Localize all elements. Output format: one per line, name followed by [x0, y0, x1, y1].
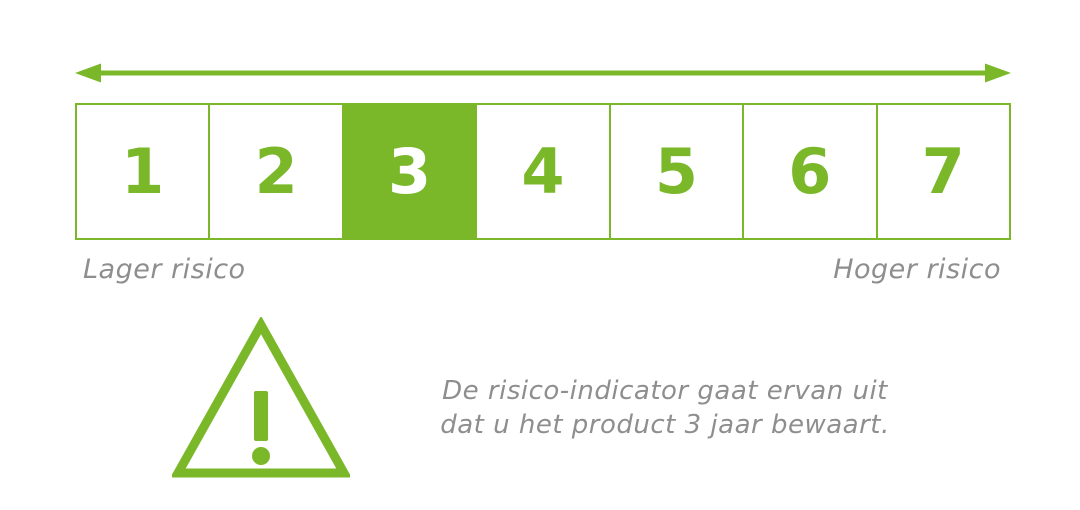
risk-cell: 6 [742, 103, 878, 240]
risk-cell: 5 [608, 103, 745, 240]
risk-cell: 4 [475, 103, 611, 240]
scale-labels: Lager risico Hoger risico [75, 254, 1011, 285]
lower-risk-label: Lager risico [83, 254, 246, 285]
note-line-1: De risico-indicator gaat ervan uit [442, 376, 888, 406]
warning-triangle-icon [172, 317, 350, 478]
risk-cell: 3 [341, 103, 478, 240]
double-arrow-icon [75, 63, 1011, 83]
holding-period-note: De risico-indicator gaat ervan uit dat u… [420, 374, 910, 442]
risk-cell: 2 [208, 103, 344, 240]
note-line-2: dat u het product 3 jaar bewaart. [440, 410, 890, 440]
risk-cell: 1 [75, 103, 211, 240]
higher-risk-label: Hoger risico [833, 254, 1001, 285]
risk-scale: 1 2 3 4 5 6 7 [75, 103, 1011, 240]
risk-cell: 7 [875, 103, 1011, 240]
